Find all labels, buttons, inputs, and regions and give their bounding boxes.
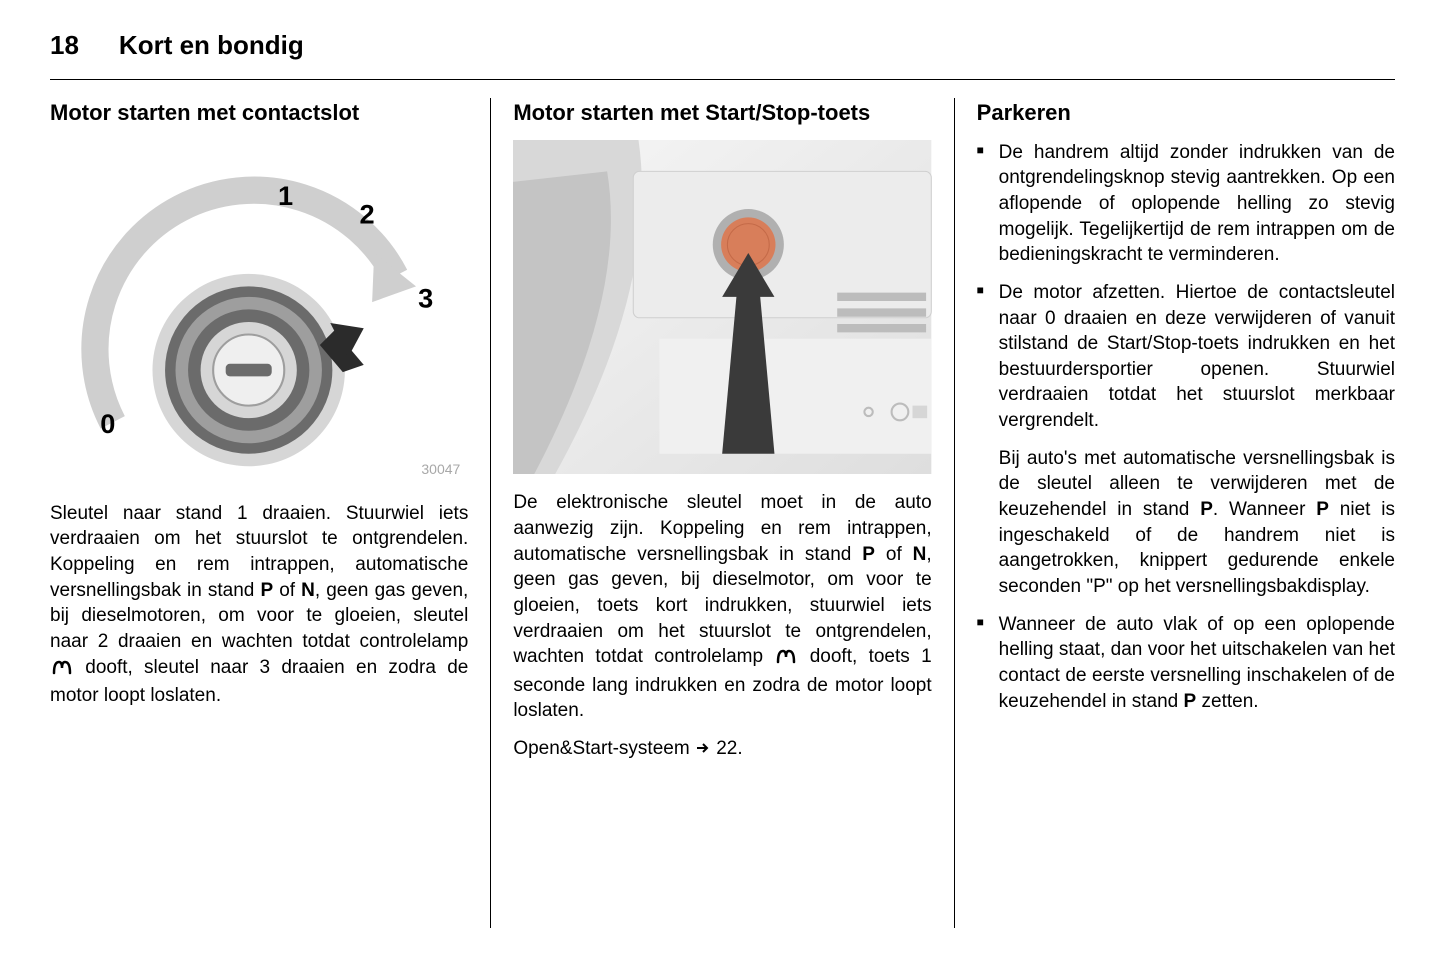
text-segment: . Wanneer: [1213, 499, 1316, 520]
parking-list: De handrem altijd zonder indrukken van d…: [977, 140, 1395, 434]
content-columns: Motor starten met contactslot 0 1 2 3: [50, 98, 1395, 928]
page-number: 18: [50, 30, 79, 61]
xref-arrow-icon: [695, 738, 711, 764]
xref-open-start: Open&Start-systeem 22.: [513, 736, 931, 764]
ignition-paragraph: Sleutel naar stand 1 draaien. Stuurwiel …: [50, 501, 468, 709]
list-item: De motor afzetten. Hiertoe de contactsle…: [977, 280, 1395, 434]
heading-ignition: Motor starten met contactslot: [50, 98, 468, 128]
column-2: Motor starten met Start/Stop-toets: [490, 98, 953, 928]
figure-start-stop-button: [513, 140, 931, 475]
xref-page: 22: [716, 738, 737, 759]
bold-p: P: [1316, 499, 1329, 520]
parking-list-cont: Wanneer de auto vlak of op een oplopende…: [977, 612, 1395, 715]
glow-plug-icon: [50, 658, 74, 684]
sub-paragraph: Bij auto's met automatische versnellings…: [977, 446, 1395, 600]
list-item: De handrem altijd zonder indrukken van d…: [977, 140, 1395, 268]
bold-p: P: [260, 580, 273, 601]
bold-p: P: [1184, 691, 1197, 712]
text-segment: De handrem altijd zonder indrukken van d…: [999, 142, 1395, 266]
text-segment: Open&Start-systeem: [513, 738, 695, 759]
bold-p: P: [862, 544, 875, 565]
glow-plug-icon: [774, 647, 798, 673]
bold-n: N: [913, 544, 927, 565]
figure-id: 30047: [421, 460, 460, 479]
text-segment: dooft, sleutel naar 3 draaien en zodra d…: [50, 657, 468, 707]
bold-p: P: [1200, 499, 1213, 520]
figure-ignition-switch: 0 1 2 3 30047: [50, 140, 468, 485]
heading-parkeren: Parkeren: [977, 98, 1395, 128]
svg-text:3: 3: [418, 282, 433, 313]
text-segment: De motor afzetten. Hiertoe de contactsle…: [999, 282, 1395, 431]
column-1: Motor starten met contactslot 0 1 2 3: [50, 98, 490, 928]
column-3: Parkeren De handrem altijd zonder indruk…: [954, 98, 1395, 928]
list-item: Wanneer de auto vlak of op een oplopende…: [977, 612, 1395, 715]
text-segment: zetten.: [1196, 691, 1258, 712]
startstop-paragraph: De elektronische sleutel moet in de auto…: [513, 490, 931, 724]
svg-text:0: 0: [100, 408, 115, 439]
text-segment: of: [875, 544, 913, 565]
chapter-title: Kort en bondig: [119, 30, 304, 61]
svg-text:1: 1: [278, 180, 293, 211]
svg-text:2: 2: [360, 198, 375, 229]
bold-n: N: [301, 580, 315, 601]
heading-startstop: Motor starten met Start/Stop-toets: [513, 98, 931, 128]
text-segment: of: [273, 580, 301, 601]
page-header: 18 Kort en bondig: [50, 30, 1395, 80]
